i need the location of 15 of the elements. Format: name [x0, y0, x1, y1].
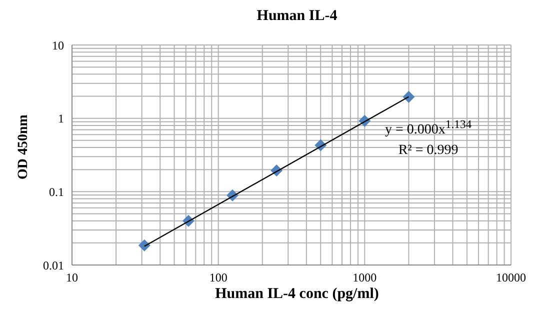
point	[402, 90, 415, 103]
y-tick-label: 1	[58, 112, 64, 126]
x-axis-title: Human IL-4 conc (pg/ml)	[214, 286, 380, 303]
annotation: R² = 0.999	[397, 142, 460, 160]
y-axis-title: OD 450nm	[16, 114, 32, 180]
x-tick-label: 10000	[496, 270, 526, 285]
x-tick-label: 100	[209, 270, 228, 285]
y-tick-label: 0.01	[43, 258, 64, 272]
point	[138, 239, 150, 252]
y-tick-label: 0.1	[49, 184, 64, 199]
chart-title: Human IL-4	[256, 8, 338, 25]
x-tick-label: 1000	[352, 270, 377, 285]
y-tick-label: 10	[52, 38, 64, 52]
annotation: y = 0.000x$^{1.134}$	[385, 117, 472, 140]
x-tick-label: 10	[66, 270, 78, 285]
